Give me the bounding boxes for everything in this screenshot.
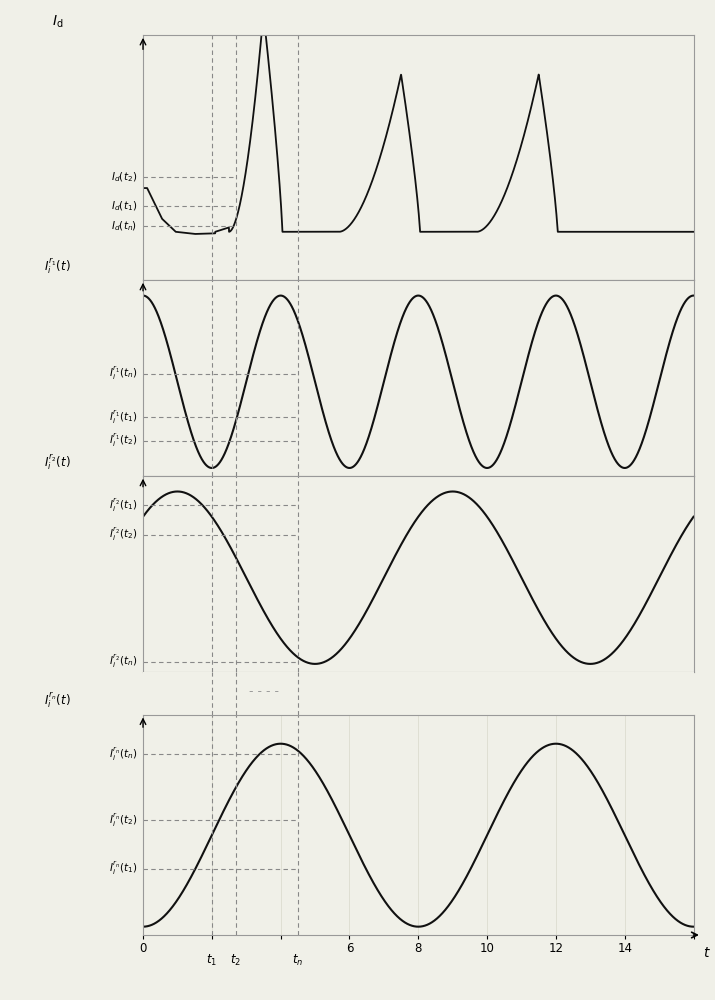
Text: $I_i^{r_2}(t_2)$: $I_i^{r_2}(t_2)$: [109, 526, 137, 543]
Text: $I_d(t_2)$: $I_d(t_2)$: [112, 170, 137, 184]
Text: $I_d(t_n)$: $I_d(t_n)$: [112, 219, 137, 233]
Text: $I_i^{r_1}(t)$: $I_i^{r_1}(t)$: [44, 256, 71, 276]
Text: $I_i^{r_1}(t_n)$: $I_i^{r_1}(t_n)$: [109, 365, 137, 382]
Text: $I_i^{r_n}(t)$: $I_i^{r_n}(t)$: [44, 691, 71, 710]
Text: $t$: $t$: [704, 946, 711, 960]
Text: $I_i^{r_n}(t_1)$: $I_i^{r_n}(t_1)$: [109, 860, 137, 877]
Text: $I_d(t_1)$: $I_d(t_1)$: [112, 200, 137, 213]
Text: $I_i^{r_2}(t_1)$: $I_i^{r_2}(t_1)$: [109, 497, 137, 514]
Text: $I_i^{r_n}(t_2)$: $I_i^{r_n}(t_2)$: [109, 812, 137, 829]
Text: $t_n$: $t_n$: [292, 953, 303, 968]
Text: $I_i^{r_1}(t_2)$: $I_i^{r_1}(t_2)$: [109, 432, 137, 449]
Text: $I_i^{r_1}(t_1)$: $I_i^{r_1}(t_1)$: [109, 409, 137, 426]
Text: $t_2$: $t_2$: [230, 953, 242, 968]
Text: $I_i^{r_2}(t_n)$: $I_i^{r_2}(t_n)$: [109, 653, 137, 670]
Text: $I_\mathrm{d}$: $I_\mathrm{d}$: [52, 14, 64, 30]
Text: - - - -: - - - -: [249, 685, 279, 698]
Text: $I_i^{r_2}(t)$: $I_i^{r_2}(t)$: [44, 452, 71, 472]
Text: $t_1$: $t_1$: [206, 953, 217, 968]
Text: $I_i^{r_n}(t_n)$: $I_i^{r_n}(t_n)$: [109, 746, 137, 763]
